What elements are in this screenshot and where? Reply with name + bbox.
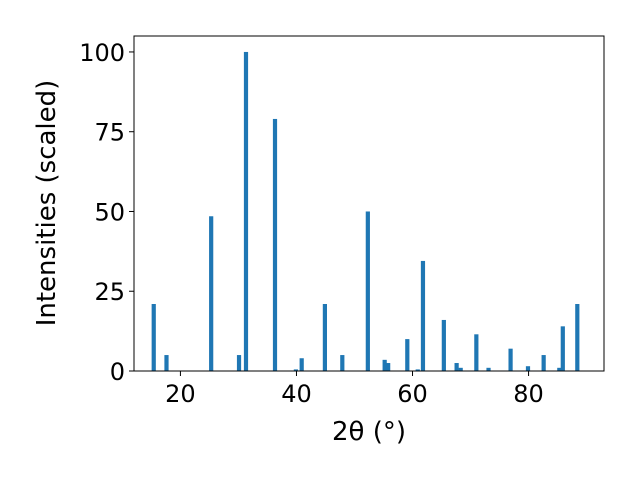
- bar: [164, 355, 169, 371]
- bar: [474, 334, 479, 371]
- bar: [209, 216, 214, 371]
- bar: [486, 367, 491, 371]
- y-tick-label: 0: [110, 358, 125, 386]
- x-tick-label: 20: [165, 380, 196, 408]
- bar: [575, 304, 580, 371]
- bar: [441, 319, 446, 371]
- bars-group: [151, 51, 580, 371]
- y-tick-label: 75: [94, 119, 125, 147]
- bar: [415, 369, 420, 371]
- bar: [458, 367, 463, 371]
- bar: [420, 260, 426, 371]
- y-tick-label: 100: [79, 39, 125, 67]
- bar: [322, 304, 327, 371]
- x-axis-label: 2θ (°): [332, 417, 406, 447]
- bar: [508, 348, 513, 371]
- y-axis-label: Intensities (scaled): [32, 80, 62, 327]
- bar: [151, 304, 156, 371]
- bar: [557, 367, 562, 371]
- x-tick-label: 60: [397, 380, 428, 408]
- plot-frame: [133, 35, 605, 372]
- bar: [382, 359, 387, 371]
- bar: [405, 339, 410, 371]
- bar: [243, 51, 249, 371]
- bar: [365, 211, 370, 371]
- y-tick-label: 50: [94, 198, 125, 226]
- x-axis: 20 40 60 80: [165, 371, 544, 408]
- bar: [454, 363, 459, 371]
- bar: [386, 363, 391, 371]
- bar: [525, 366, 531, 371]
- bar: [299, 358, 304, 371]
- y-axis: 0 25 50 75 100: [79, 39, 134, 386]
- x-tick-label: 40: [281, 380, 312, 408]
- bar: [272, 118, 278, 371]
- bar: [293, 369, 298, 371]
- y-tick-label: 25: [94, 278, 125, 306]
- bar: [541, 355, 546, 371]
- x-tick-label: 80: [513, 380, 544, 408]
- bar: [340, 355, 345, 371]
- bar: [236, 355, 242, 371]
- bar: [560, 326, 565, 371]
